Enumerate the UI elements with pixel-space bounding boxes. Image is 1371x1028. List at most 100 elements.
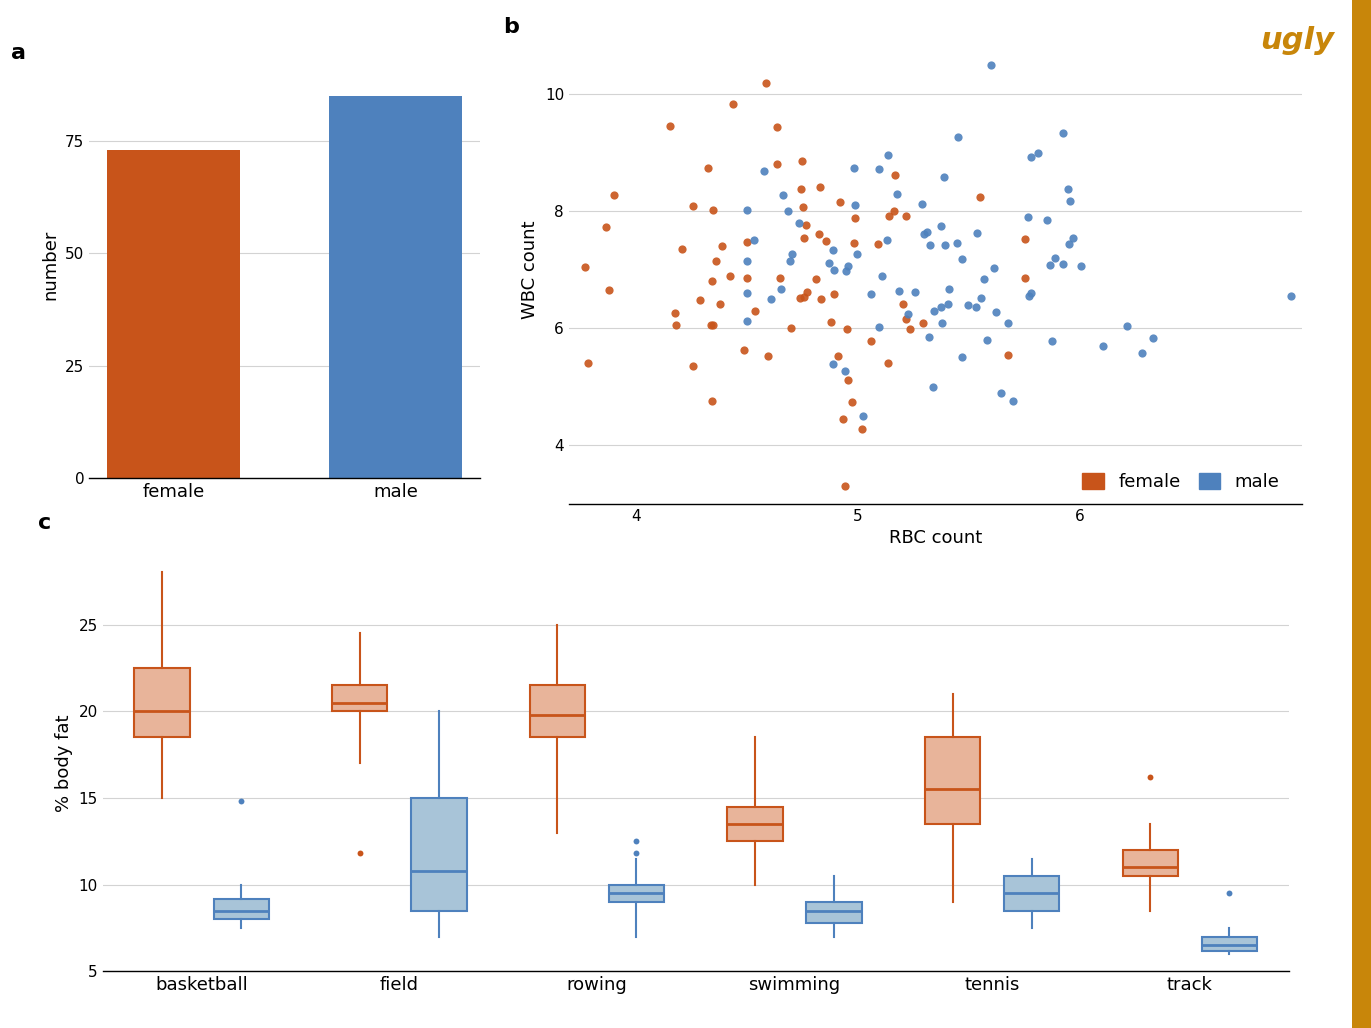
Point [843,159,865,176]
Point [659,118,681,135]
Bar [411,798,466,911]
Bar [925,737,980,824]
Point [930,299,951,316]
Bar [332,686,388,711]
Point [957,297,979,314]
Point [965,225,987,242]
Point [1027,145,1049,161]
Point [348,845,370,861]
Point [573,258,595,274]
Point [895,208,917,224]
Point [723,97,744,113]
Point [710,237,732,254]
Bar [1004,876,1060,911]
Point [702,201,724,218]
Point [939,281,961,297]
Point [795,217,817,233]
Bar [728,807,783,841]
Point [1281,288,1302,304]
Text: b: b [503,17,518,37]
Point [877,147,899,163]
Point [792,230,814,247]
Point [720,268,742,285]
Point [1020,149,1042,166]
Point [577,355,599,371]
Point [1057,181,1079,197]
Point [843,234,865,251]
Point [788,215,810,231]
Point [625,845,647,861]
Point [792,199,814,216]
Bar [107,150,240,478]
Point [912,315,934,331]
Point [997,315,1019,331]
Point [769,281,791,297]
Point [938,296,960,313]
Point [766,118,788,135]
Point [688,291,710,307]
Point [832,411,854,428]
Point [769,269,791,286]
Point [923,303,945,320]
Point [772,187,794,204]
Point [827,347,849,364]
Point [733,342,755,359]
Point [951,348,973,365]
Point [1139,769,1161,785]
Point [842,394,864,410]
Point [810,291,832,307]
Point [868,235,890,252]
Point [791,153,813,170]
Point [699,317,721,333]
Point [916,224,938,241]
Point [736,313,758,329]
Legend: female, male: female, male [1082,473,1279,490]
Point [853,408,875,425]
Point [595,219,617,235]
Point [883,203,905,219]
Y-axis label: WBC count: WBC count [521,221,539,319]
Point [923,378,945,395]
Point [823,356,845,372]
Point [835,263,857,280]
Point [744,303,766,320]
Point [899,321,921,337]
Point [845,210,866,226]
Point [860,332,882,348]
Point [983,260,1005,277]
Point [838,257,860,273]
Point [705,253,727,269]
Point [670,241,692,257]
Point [1017,209,1039,225]
Point [805,271,827,288]
Point [1057,235,1079,252]
Point [976,332,998,348]
Point [736,269,758,286]
Point [965,299,987,316]
Point [884,167,906,183]
Point [998,346,1020,363]
Point [877,355,899,371]
Point [696,160,718,177]
Point [797,284,818,300]
Point [788,290,810,306]
Point [779,253,801,269]
Point [809,179,831,195]
Point [946,235,968,252]
Point [836,321,858,337]
Point [1041,333,1063,350]
Point [1019,288,1041,304]
Point [934,169,956,185]
Point [1013,270,1035,287]
Point [980,57,1002,73]
Bar [329,97,462,478]
Point [603,187,625,204]
Point [754,162,776,179]
Point [850,420,872,437]
Point [824,262,846,279]
Point [701,393,723,409]
Bar [806,903,862,923]
Point [702,318,724,334]
Point [230,794,252,810]
Point [681,358,703,374]
